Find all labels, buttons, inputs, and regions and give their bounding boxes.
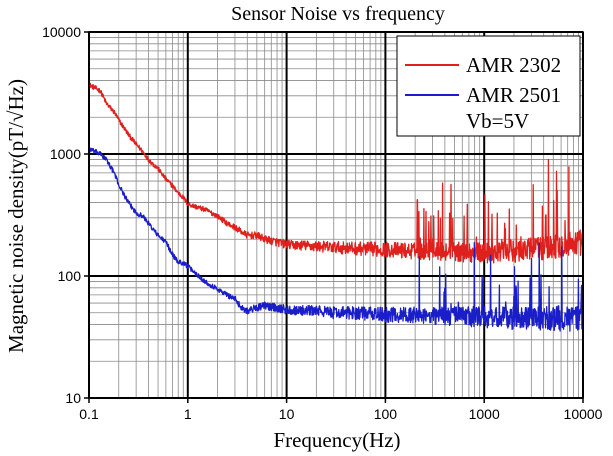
x-tick-label: 10: [279, 406, 295, 422]
x-tick-label: 0.1: [79, 406, 99, 422]
x-tick-labels: 0.1 1 10 100 1000 10000: [79, 406, 602, 422]
legend-box: [396, 35, 581, 137]
minor-gridlines: [89, 32, 583, 398]
y-tick-label: 100: [58, 268, 82, 284]
y-tick-labels: 10 100 1000 10000: [42, 24, 81, 406]
y-axis-label: Magnetic noise density(pT/√Hz): [4, 79, 28, 353]
plot-frame: [88, 31, 584, 399]
y-tick-label: 10000: [42, 24, 81, 40]
x-tick-label: 1: [184, 406, 192, 422]
series-layer: [88, 82, 584, 332]
x-axis-label: Frequency(Hz): [273, 428, 400, 452]
tick-marks: [84, 31, 584, 403]
series-line-amr-2302: [88, 82, 584, 264]
y-tick-label: 10: [65, 390, 81, 406]
legend-label-amr-2302: AMR 2302: [466, 53, 561, 77]
series-line-amr-2501: [88, 147, 584, 332]
x-tick-label: 1000: [469, 406, 500, 422]
legend-label-amr-2501: AMR 2501: [466, 83, 561, 107]
legend-note: Vb=5V: [466, 109, 529, 133]
legend: AMR 2302 AMR 2501 Vb=5V: [396, 35, 581, 137]
x-tick-label: 10000: [564, 406, 603, 422]
y-tick-label: 1000: [50, 146, 81, 162]
chart-title: Sensor Noise vs frequency: [231, 3, 445, 25]
x-tick-label: 100: [374, 406, 398, 422]
